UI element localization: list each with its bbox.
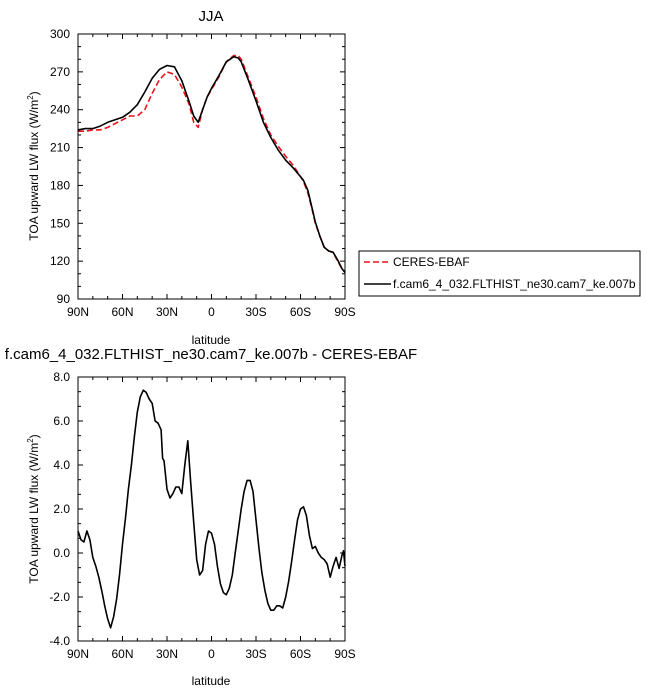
y-tick-label: 2.0 [53,502,70,516]
y-axis-label-main: TOA upward LW flux (W/m [27,100,41,241]
y-tick-label: 240 [50,103,70,117]
y-axis-label: TOA upward LW flux (W/m2) [26,91,41,240]
x-tick-label: 0 [208,305,215,319]
y-tick-label: 90 [57,292,71,306]
y-tick-label: -2.0 [49,590,70,604]
line-layer [77,54,346,273]
plot-frame [77,33,346,300]
x-tick-label: 0 [208,647,215,661]
y-tick-label: 180 [50,178,70,192]
legend: CERES-EBAF f.cam6_4_032.FLTHIST_ne30.cam… [358,250,641,297]
y-tick-label: 6.0 [53,414,70,428]
difference-series-line [77,389,346,629]
y-tick-label: 8.0 [53,370,70,384]
x-tick-label: 30N [156,305,178,319]
x-axis-label: latitude [192,333,231,347]
x-tick-label: 60S [290,647,311,661]
y-tick-label: 120 [50,254,70,268]
x-tick-label: 60N [111,647,133,661]
tick-layer: 90N 60N 30N 0 30S 60S 90S 90 120 150 180 210 240 270 3… [50,27,356,319]
legend-label-ceres: CERES-EBAF [393,255,470,269]
y-tick-label: -4.0 [49,634,70,648]
y-axis-label-superscript: 2 [26,438,35,443]
y-tick-label: 150 [50,216,70,230]
x-tick-label: 30S [245,305,266,319]
tick-layer: 90N 60N 30N 0 30S 60S 90S -4.0 -2.0 0.0 2.0 4.0 6.0 8… [49,370,355,661]
y-tick-label: 210 [50,141,70,155]
difference-panel: f.cam6_4_032.FLTHIST_ne30.cam7_ke.007b -… [5,346,417,688]
y-axis-label: TOA upward LW flux (W/m2) [26,434,41,583]
x-tick-label: 30S [245,647,266,661]
y-tick-label: 300 [50,27,70,41]
panel-title: JJA [198,8,223,25]
y-tick-label: 0.0 [53,546,70,560]
y-tick-label: 270 [50,65,70,79]
x-axis-label: latitude [192,674,231,688]
y-axis-label-tail: ) [27,434,41,438]
model-series-line [77,55,346,273]
x-tick-label: 90S [334,647,355,661]
x-tick-label: 30N [156,647,178,661]
legend-box [358,250,641,297]
x-tick-label: 90N [67,305,89,319]
x-tick-label: 60N [111,305,133,319]
x-tick-label: 60S [290,305,311,319]
legend-label-model: f.cam6_4_032.FLTHIST_ne30.cam7_ke.007b [393,277,636,291]
panel-title: f.cam6_4_032.FLTHIST_ne30.cam7_ke.007b -… [5,346,417,363]
line-layer [77,389,346,629]
y-axis-label-tail: ) [27,91,41,95]
x-tick-label: 90S [334,305,355,319]
y-tick-label: 4.0 [53,458,70,472]
y-axis-label-main: TOA upward LW flux (W/m [27,443,41,584]
x-tick-label: 90N [67,647,89,661]
climatology-panel: JJA latitude TOA upward LW flux (W/m2) 9… [26,8,356,347]
y-axis-label-superscript: 2 [26,95,35,100]
plot-frame [77,376,346,642]
